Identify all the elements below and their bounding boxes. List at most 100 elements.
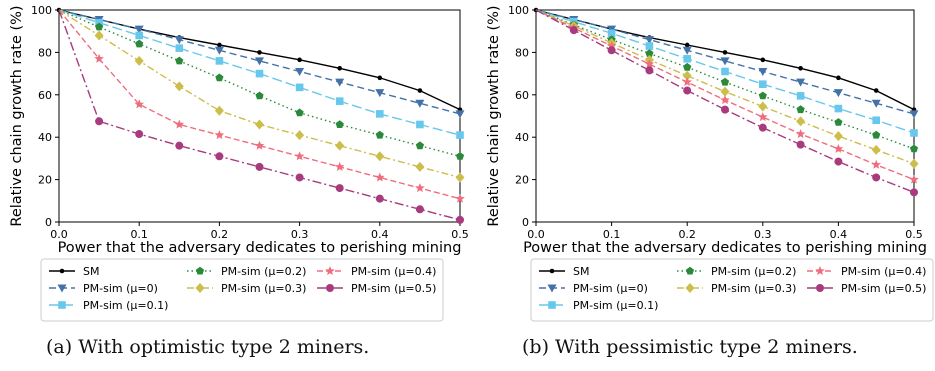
chart-b-data-point — [910, 129, 918, 137]
chart-a-series-line — [58, 9, 461, 221]
chart-b-legend-item: PM-sim (μ=0.1) — [539, 299, 658, 312]
chart-b-data-point — [834, 157, 843, 166]
chart-b-legend-marker — [547, 284, 557, 293]
chart-a-data-point — [255, 91, 264, 100]
chart-b-data-point — [645, 66, 654, 75]
chart-a-legend-item: PM-sim (μ=0) — [49, 282, 158, 295]
chart-a-series-2 — [58, 9, 464, 139]
chart-a-legend-label: PM-sim (μ=0.3) — [221, 282, 306, 295]
chart-a-data-point — [135, 39, 144, 48]
chart-a-x-tick-label: 0.5 — [451, 228, 469, 241]
chart-a-data-point — [456, 131, 464, 139]
chart-b-data-point — [796, 116, 806, 127]
chart-b-legend-item: PM-sim (μ=0) — [539, 282, 648, 295]
chart-b-data-point — [759, 80, 767, 88]
chart-a-data-point — [255, 69, 264, 78]
chart-b-legend-marker — [548, 301, 556, 309]
chart-a-x-tick-label: 0.3 — [291, 228, 309, 241]
chart-b-data-point — [758, 123, 767, 132]
chart-a-legend-label: PM-sim (μ=0.2) — [221, 265, 306, 278]
chart-b-data-point — [910, 188, 918, 197]
chart-a-data-point — [376, 110, 384, 118]
chart-b-data-point — [909, 174, 919, 184]
chart-b-plot-frame — [535, 9, 915, 223]
chart-b-data-point — [795, 129, 806, 139]
chart-a-data-point — [415, 161, 425, 172]
chart-b-legend-label: PM-sim (μ=0.3) — [711, 282, 796, 295]
chart-a-data-point — [417, 88, 423, 93]
chart-a-y-tick-label: 20 — [38, 174, 52, 187]
chart-a-series-1 — [58, 9, 465, 119]
chart-b-data-point — [909, 110, 919, 119]
chart-b-data-point — [683, 62, 692, 71]
chart-a-y-tick-label: 60 — [38, 89, 52, 102]
chart-a-data-point — [174, 36, 184, 45]
chart-a-plot-frame — [58, 9, 461, 223]
chart-b-legend-label: PM-sim (μ=0) — [573, 282, 648, 295]
chart-b-series-3 — [535, 9, 919, 153]
chart-a-data-point — [95, 117, 104, 126]
chart-a-data-point — [294, 151, 305, 161]
chart-a-data-point — [375, 151, 385, 162]
chart-a-data-point — [455, 110, 465, 119]
chart-b-legend-marker — [685, 266, 695, 275]
chart-b-x-axis-label: Power that the adversary dedicates to pe… — [523, 240, 927, 256]
chart-a-data-point — [416, 120, 424, 129]
chart-a-data-point — [415, 205, 424, 214]
chart-b-data-point — [758, 101, 768, 112]
chart-a-legend-marker — [195, 266, 205, 275]
chart-b-y-tick-label: 60 — [515, 89, 529, 102]
chart-a-y-axis-label: Relative chain growth rate (%) — [9, 5, 25, 226]
chart-b-legend-marker — [685, 283, 695, 293]
chart-a-data-point — [415, 183, 425, 193]
chart-b-legend: SM PM-sim (μ=0) PM-sim (μ=0.1) PM-sim (μ=0.… — [530, 258, 934, 322]
chart-b-data-point — [720, 86, 730, 97]
chart-b-legend-marker — [549, 268, 555, 274]
chart-b-legend-label: PM-sim (μ=0.2) — [711, 265, 796, 278]
chart-b-data-point — [645, 49, 654, 57]
chart-b-data-point — [833, 143, 844, 153]
chart-b-data-point — [569, 26, 578, 35]
chart-b-data-point — [607, 29, 616, 38]
chart-a-legend-item: PM-sim (μ=0.1) — [49, 299, 168, 312]
chart-a-legend-label: PM-sim (μ=0.5) — [351, 282, 436, 295]
chart-a-data-point — [455, 172, 465, 183]
chart-a-data-point — [135, 31, 143, 40]
chart-a-data-point — [254, 140, 265, 150]
caption-a: (a) With optimistic type 2 miners. — [46, 336, 370, 358]
chart-b-legend-marker — [815, 266, 825, 275]
chart-b-data-point — [606, 41, 617, 51]
chart-b-data-point — [684, 42, 690, 48]
chart-b-legend-item: SM — [539, 265, 589, 278]
chart-a-legend-label: PM-sim (μ=0) — [83, 282, 158, 295]
chart-b-legend-label: PM-sim (μ=0.1) — [573, 299, 658, 312]
chart-b-data-point — [720, 77, 730, 86]
chart-a-x-tick-label: 0.2 — [211, 228, 229, 241]
chart-b-data-point — [644, 59, 655, 69]
chart-a-data-point — [297, 57, 302, 63]
chart-a-legend-item: PM-sim (μ=0.2) — [187, 265, 306, 278]
chart-b-data-point — [909, 158, 919, 169]
chart-b-data-point — [833, 131, 843, 142]
chart-a-y-tick-label: 80 — [38, 46, 52, 59]
chart-b-y-tick-label: 0 — [522, 216, 529, 229]
chart-b-data-point — [607, 46, 616, 55]
chart-b-data-point — [796, 78, 806, 87]
chart-a-legend-marker — [195, 283, 205, 293]
chart-b-data-point — [682, 46, 692, 55]
chart-a-data-point — [134, 99, 144, 109]
chart-b-y-tick-label: 40 — [515, 131, 529, 144]
chart-a-legend-item: PM-sim (μ=0.4) — [317, 265, 436, 278]
chart-a-data-point — [295, 108, 304, 117]
chart-a-y-tick-label: 40 — [38, 131, 52, 144]
chart-panel-a: 0.0 0.1 0.2 0.3 0.4 0.5 0 20 40 60 80 100 Power that… — [9, 4, 469, 322]
chart-b-data-point — [758, 112, 768, 122]
chart-a-series-line — [58, 9, 461, 200]
chart-a-data-point — [214, 46, 224, 55]
chart-b-data-point — [682, 77, 692, 87]
chart-b-data-point — [720, 95, 730, 105]
chart-a-data-point — [455, 152, 465, 160]
chart-a-data-point — [257, 50, 262, 55]
chart-a-data-point — [415, 99, 425, 108]
